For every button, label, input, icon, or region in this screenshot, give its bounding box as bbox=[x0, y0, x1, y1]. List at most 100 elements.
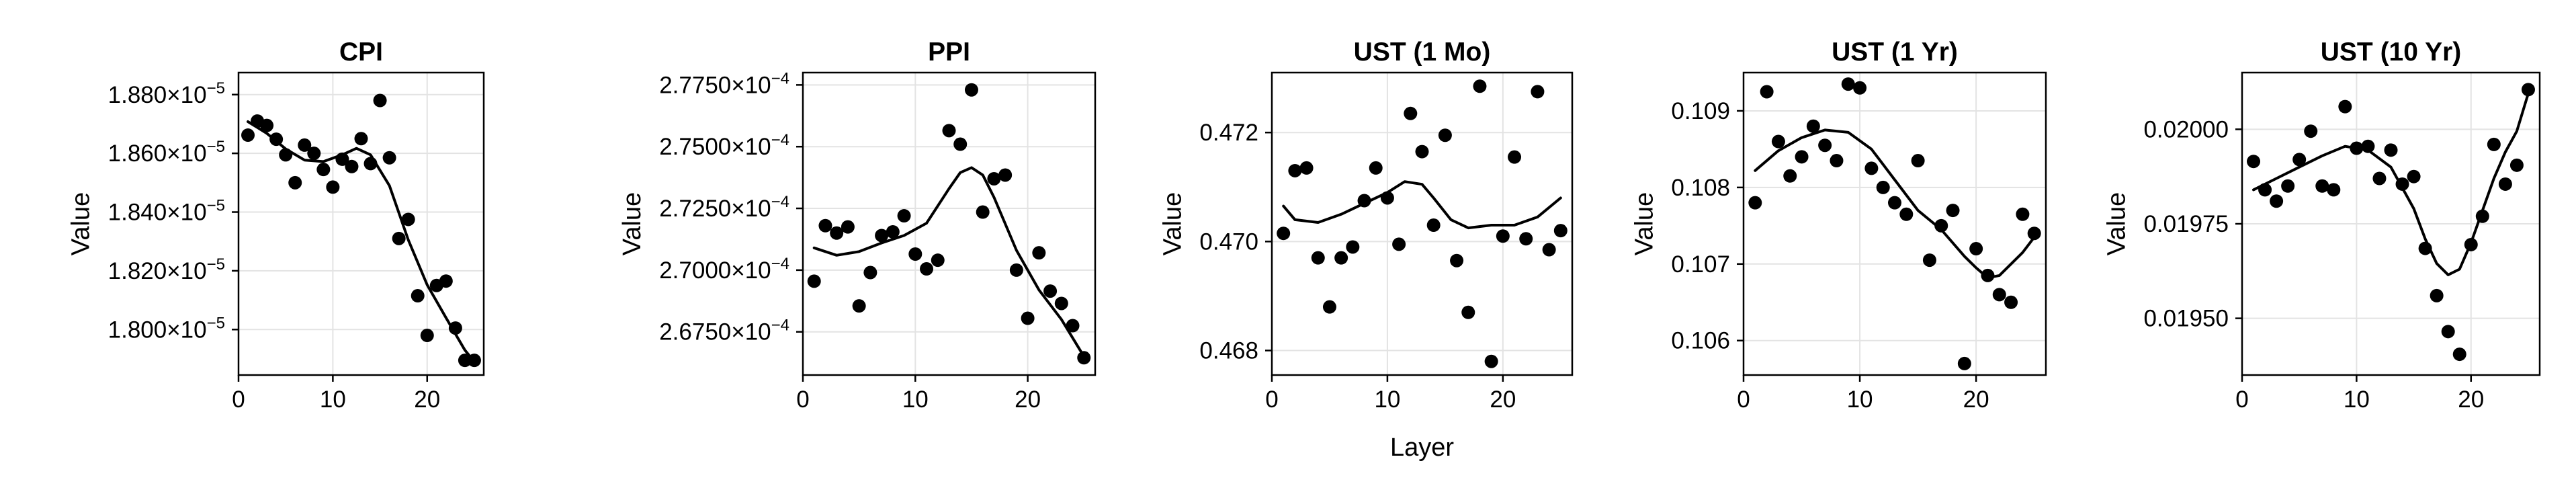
smoothed-trend-line bbox=[2252, 91, 2530, 276]
y-tick-label: 0.107 bbox=[1671, 251, 1730, 278]
plot-frame bbox=[1742, 71, 2047, 376]
data-point bbox=[1992, 288, 2006, 302]
shared-x-axis-label: Layer bbox=[1390, 434, 1454, 462]
data-point bbox=[908, 247, 922, 261]
y-tick-label: 0.109 bbox=[1671, 98, 1730, 124]
data-point bbox=[467, 354, 481, 368]
data-point bbox=[1357, 194, 1371, 208]
data-point bbox=[1830, 154, 1844, 168]
plot-frame bbox=[1271, 71, 1574, 376]
smoothed-trend-line bbox=[1754, 128, 2036, 280]
data-point bbox=[897, 209, 911, 223]
data-point bbox=[420, 329, 434, 343]
data-point bbox=[1531, 85, 1545, 99]
y-tick-mantissa: 0.01975 bbox=[2143, 211, 2229, 237]
chart-title: UST (1 Yr) bbox=[1832, 38, 1958, 67]
data-point bbox=[886, 224, 900, 239]
y-tick-label: 0.468 bbox=[1199, 338, 1258, 364]
chart-title: CPI bbox=[339, 38, 383, 67]
data-point bbox=[1066, 319, 1080, 333]
data-point bbox=[1957, 356, 1971, 370]
x-tick-label: 10 bbox=[2344, 386, 2370, 413]
data-point bbox=[841, 220, 855, 234]
data-point bbox=[1009, 263, 1023, 277]
y-tick-mantissa: 1.820×10 bbox=[108, 258, 207, 284]
y-tick-label: 1.820×10−5 bbox=[108, 255, 225, 284]
data-point bbox=[326, 180, 340, 194]
data-point bbox=[1553, 224, 1568, 238]
data-point bbox=[2430, 288, 2444, 302]
data-point bbox=[953, 137, 968, 151]
data-point bbox=[1946, 204, 1960, 218]
data-point bbox=[2452, 347, 2466, 362]
data-point bbox=[1369, 161, 1383, 175]
data-point bbox=[1299, 161, 1314, 175]
data-point bbox=[2407, 169, 2421, 183]
data-point bbox=[1783, 169, 1797, 183]
data-point bbox=[1795, 150, 1809, 164]
chart-title: UST (1 Mo) bbox=[1354, 38, 1491, 67]
data-point bbox=[2270, 194, 2284, 208]
data-point bbox=[1392, 237, 1406, 251]
data-point bbox=[2521, 83, 2535, 97]
subplot-3: UST (1 Mo) 0 10 20 0.468 0.470 0.472 Value bbox=[1158, 38, 1574, 413]
data-point bbox=[807, 274, 821, 288]
data-point bbox=[987, 171, 1001, 186]
data-point bbox=[964, 83, 978, 97]
data-point bbox=[1404, 106, 1418, 120]
y-tick-mantissa: 0.108 bbox=[1671, 175, 1730, 201]
data-point bbox=[307, 147, 321, 161]
y-axis-label: Value bbox=[1158, 192, 1187, 255]
y-tick-mantissa: 2.7500×10 bbox=[659, 134, 771, 160]
data-point bbox=[1288, 163, 1302, 177]
data-point bbox=[1508, 150, 1522, 164]
data-point bbox=[2304, 124, 2318, 138]
y-tick-exponent: −5 bbox=[207, 314, 225, 332]
x-tick-label: 0 bbox=[232, 386, 245, 413]
data-point bbox=[1054, 296, 1068, 311]
y-tick-mantissa: 1.880×10 bbox=[108, 82, 207, 108]
data-point bbox=[2315, 179, 2329, 193]
data-point bbox=[2027, 227, 2041, 241]
data-point bbox=[392, 231, 406, 245]
y-tick-mantissa: 1.860×10 bbox=[108, 140, 207, 167]
y-tick-label: 2.7500×10−4 bbox=[659, 131, 789, 160]
data-point bbox=[260, 118, 274, 132]
data-point bbox=[875, 229, 889, 243]
data-point bbox=[1415, 145, 1429, 159]
data-point bbox=[401, 212, 415, 227]
y-tick-exponent: −4 bbox=[771, 193, 789, 211]
data-point bbox=[382, 151, 396, 165]
chart-title: PPI bbox=[928, 38, 970, 67]
data-point bbox=[298, 138, 312, 152]
x-tick-label: 20 bbox=[414, 386, 440, 413]
y-tick-label: 0.01950 bbox=[2143, 306, 2229, 332]
data-point bbox=[373, 93, 387, 108]
data-point bbox=[2338, 99, 2352, 114]
data-point bbox=[1748, 196, 1762, 210]
data-point bbox=[2498, 177, 2512, 191]
y-tick-exponent: −4 bbox=[771, 69, 789, 87]
data-point bbox=[1484, 354, 1498, 368]
data-point bbox=[2509, 158, 2524, 172]
y-tick-label: 2.7000×10−4 bbox=[659, 255, 789, 284]
y-axis-label: Value bbox=[618, 192, 646, 255]
x-tick-label: 20 bbox=[1963, 386, 1989, 413]
data-point bbox=[2372, 171, 2387, 186]
data-point bbox=[2016, 207, 2030, 221]
x-tick-label: 20 bbox=[2458, 386, 2484, 413]
y-tick-label: 2.7750×10−4 bbox=[659, 69, 789, 98]
x-tick-label: 20 bbox=[1015, 386, 1041, 413]
data-point bbox=[1841, 77, 1855, 91]
smoothed-trend-line bbox=[812, 166, 1086, 358]
data-point bbox=[1969, 242, 1983, 256]
data-point bbox=[931, 253, 945, 267]
data-point bbox=[2004, 295, 2018, 309]
data-point bbox=[2487, 137, 2501, 151]
data-point bbox=[1806, 119, 1820, 133]
y-tick-mantissa: 0.01950 bbox=[2143, 306, 2229, 332]
data-point bbox=[458, 354, 472, 368]
data-point bbox=[1380, 191, 1394, 205]
